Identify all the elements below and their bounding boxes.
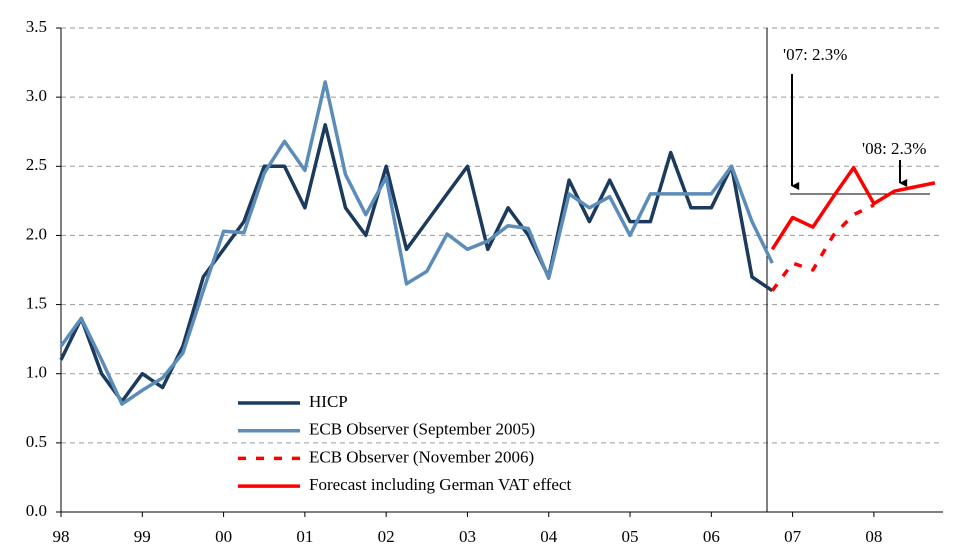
x-tick-label: 00 xyxy=(215,527,232,546)
legend-label: Forecast including German VAT effect xyxy=(309,475,571,494)
series-line xyxy=(770,165,936,251)
legend-label: ECB Observer (November 2006) xyxy=(309,447,534,466)
y-tick-label: 2.0 xyxy=(26,224,47,243)
y-tick-label: 3.0 xyxy=(26,86,47,105)
series-line xyxy=(59,80,774,406)
legend-label: HICP xyxy=(309,392,348,411)
y-tick-label: 1.5 xyxy=(26,293,47,312)
legend-label: ECB Observer (September 2005) xyxy=(309,420,535,439)
x-tick-label: 01 xyxy=(296,527,313,546)
y-tick-label: 0.5 xyxy=(26,432,47,451)
series-line xyxy=(770,203,875,292)
x-tick-label: 06 xyxy=(703,527,720,546)
x-tick-label: 05 xyxy=(622,527,639,546)
y-tick-label: 3.5 xyxy=(26,17,47,36)
x-tick-label: 03 xyxy=(459,527,476,546)
y-tick-label: 1.0 xyxy=(26,363,47,382)
y-tick-label: 0.0 xyxy=(26,501,47,520)
x-tick-label: 07 xyxy=(784,527,802,546)
y-tick-label: 2.5 xyxy=(26,155,47,174)
annotation: '07: 2.3% xyxy=(783,45,847,64)
x-tick-label: 08 xyxy=(865,527,882,546)
series-line xyxy=(59,123,774,404)
x-tick-label: 98 xyxy=(53,527,70,546)
x-tick-label: 02 xyxy=(378,527,395,546)
annotation: '08: 2.3% xyxy=(862,139,926,158)
x-tick-label: 04 xyxy=(540,527,558,546)
x-tick-label: 99 xyxy=(134,527,151,546)
